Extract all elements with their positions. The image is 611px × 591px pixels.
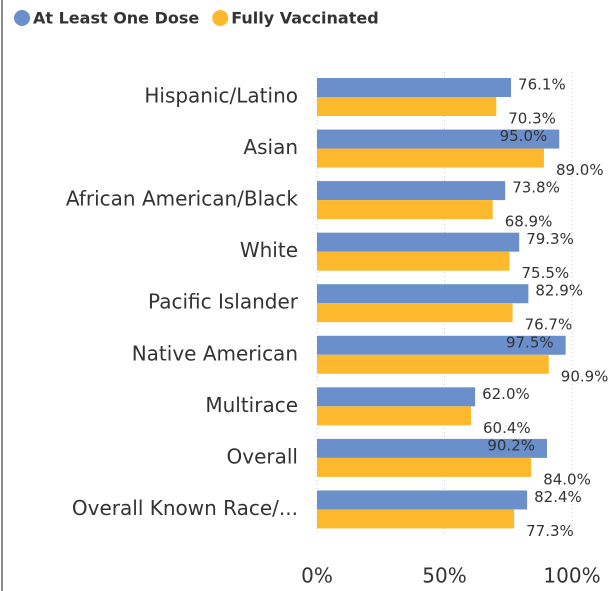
- legend-label: At Least One Dose: [33, 9, 199, 28]
- value-label: 60.4%: [483, 419, 531, 437]
- bar: [317, 335, 566, 355]
- x-tick-label: 0%: [301, 564, 333, 588]
- value-label: 79.3%: [526, 230, 574, 248]
- value-label: 90.9%: [561, 367, 609, 385]
- value-label: 77.3%: [526, 522, 574, 540]
- value-label: 62.0%: [482, 385, 530, 403]
- bar: [317, 284, 529, 304]
- bar: [317, 251, 510, 271]
- category-label: Overall Known Race/...: [72, 496, 298, 520]
- legend-label: Fully Vaccinated: [231, 9, 378, 28]
- value-label: 95.0%: [500, 127, 548, 145]
- value-label: 76.7%: [525, 316, 573, 334]
- category-label: Multirace: [205, 393, 298, 417]
- value-label: 73.8%: [512, 179, 560, 197]
- bar: [317, 509, 515, 529]
- value-label: 89.0%: [556, 161, 604, 179]
- category-label: Asian: [243, 135, 298, 159]
- bar: [317, 438, 548, 458]
- bar: [317, 129, 560, 149]
- bar: [317, 490, 528, 510]
- legend-swatch: [14, 10, 30, 26]
- x-tick-label: 50%: [422, 564, 466, 588]
- value-label: 82.4%: [534, 488, 582, 506]
- value-label: 84.0%: [543, 470, 591, 488]
- category-label: African American/Black: [66, 187, 299, 211]
- value-label: 97.5%: [506, 333, 554, 351]
- bar: [317, 78, 512, 97]
- bar: [317, 97, 497, 116]
- bar: [317, 181, 506, 201]
- value-label: 90.2%: [487, 436, 535, 454]
- bar: [317, 354, 549, 374]
- value-label: 68.9%: [505, 213, 553, 231]
- category-label: White: [240, 238, 298, 262]
- legend-swatch: [212, 10, 229, 26]
- category-label: Hispanic/Latino: [144, 84, 298, 108]
- x-tick-label: 100%: [543, 564, 600, 588]
- value-label: 76.1%: [518, 76, 566, 94]
- bar: [317, 232, 520, 252]
- value-label: 82.9%: [535, 282, 583, 300]
- bar: [317, 387, 476, 407]
- value-label: 70.3%: [508, 110, 556, 128]
- category-label: Pacific Islander: [148, 290, 299, 314]
- category-label: Native American: [132, 341, 298, 365]
- bar: [317, 200, 493, 220]
- bar: [317, 406, 472, 426]
- bar: [317, 457, 532, 477]
- bar: [317, 303, 513, 323]
- bar: [317, 148, 544, 168]
- value-label: 75.5%: [522, 264, 570, 282]
- category-label: Overall: [227, 444, 298, 468]
